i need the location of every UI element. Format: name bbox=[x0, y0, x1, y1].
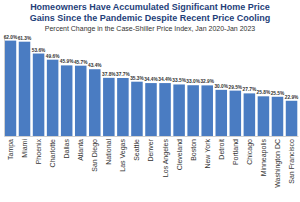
x-tick-label: Charlotte bbox=[49, 139, 56, 168]
x-tick-label: Cleveland bbox=[176, 139, 183, 170]
bar bbox=[201, 85, 213, 136]
data-label: 25.5% bbox=[271, 91, 285, 96]
data-label: 33.5% bbox=[172, 78, 186, 83]
x-tick-label: Las Vegas bbox=[119, 139, 127, 172]
data-label: 22.9% bbox=[285, 95, 299, 100]
data-label: 43.4% bbox=[88, 63, 102, 68]
x-tick: Denver bbox=[147, 136, 154, 162]
x-tick-label: Los Angeles bbox=[162, 139, 170, 178]
x-tick: Seattle bbox=[133, 136, 140, 161]
x-tick-label: Detroit bbox=[218, 139, 225, 160]
x-tick: Atlanta bbox=[77, 136, 84, 161]
bar bbox=[159, 83, 171, 136]
x-tick: New York bbox=[204, 136, 211, 169]
x-axis-line bbox=[5, 136, 299, 137]
chart: Homeowners Have Accumulated Significant … bbox=[0, 0, 300, 202]
bar bbox=[258, 96, 270, 136]
x-tick-label: Minneapolis bbox=[260, 139, 268, 177]
x-tick-label: Phoenix bbox=[35, 139, 42, 165]
x-tick-label: Washington DC bbox=[274, 139, 282, 188]
bar bbox=[244, 93, 256, 136]
title: Homeowners Have Accumulated Significant … bbox=[30, 2, 270, 12]
data-label: 29.5% bbox=[229, 85, 243, 90]
bar bbox=[75, 66, 87, 136]
x-tick: Chicago bbox=[246, 136, 254, 165]
x-tick-label: Denver bbox=[147, 138, 154, 161]
x-tick-label: Portland bbox=[232, 139, 239, 165]
data-label: 45.9% bbox=[60, 59, 74, 64]
x-tick-label: San Francisco bbox=[288, 139, 295, 184]
x-axis: Tampa Miami Phoenix Charlotte Dallas Atlanta S… bbox=[5, 136, 299, 188]
x-tick-label: Tampa bbox=[7, 139, 15, 160]
bar bbox=[173, 84, 185, 136]
bar bbox=[230, 91, 242, 136]
x-tick: Tampa bbox=[7, 136, 15, 160]
x-tick: Detroit bbox=[218, 136, 225, 160]
x-tick-label: San Diego bbox=[91, 139, 99, 172]
x-tick: Cleveland bbox=[176, 136, 183, 170]
bar bbox=[272, 97, 284, 136]
data-label: 27.7% bbox=[243, 87, 257, 92]
x-tick: Las Vegas bbox=[119, 136, 127, 172]
bar bbox=[89, 69, 101, 136]
data-label: 61.3% bbox=[18, 36, 32, 41]
bar bbox=[187, 85, 199, 136]
data-label: 25.8% bbox=[257, 90, 271, 95]
data-label: 34.4% bbox=[158, 77, 172, 82]
data-label: 45.7% bbox=[74, 60, 88, 65]
bar bbox=[33, 54, 45, 136]
data-label: 49.6% bbox=[46, 54, 60, 59]
bar bbox=[5, 41, 17, 136]
data-label: 37.8% bbox=[102, 72, 116, 77]
title: Gains Since the Pandemic Despite Recent … bbox=[30, 13, 271, 23]
data-label: 35.3% bbox=[130, 76, 144, 81]
y-axis bbox=[4, 37, 5, 137]
x-tick: Miami bbox=[21, 136, 28, 158]
data-label: 33.0% bbox=[186, 79, 200, 84]
x-tick: National bbox=[105, 136, 112, 165]
x-tick: Dallas bbox=[63, 136, 70, 158]
data-labels: 62.0%61.3% 53.6%49.6%45.9%45.7%43.4%37.8%… bbox=[4, 35, 299, 100]
x-tick-label: National bbox=[105, 139, 112, 165]
bar bbox=[286, 101, 298, 136]
x-tick-label: Chicago bbox=[246, 139, 254, 165]
data-label: 32.9% bbox=[200, 79, 214, 84]
x-tick: Portland bbox=[232, 136, 239, 165]
x-tick: Boston bbox=[190, 136, 197, 161]
bar bbox=[103, 78, 115, 136]
x-tick-label: Dallas bbox=[63, 139, 70, 159]
bar bbox=[131, 82, 143, 136]
y-axis-line bbox=[4, 37, 5, 137]
data-label: 30.0% bbox=[214, 84, 228, 89]
x-tick: San Diego bbox=[91, 136, 99, 172]
bar bbox=[47, 60, 59, 136]
x-tick: Charlotte bbox=[49, 136, 56, 167]
data-label: 37.7% bbox=[116, 72, 130, 77]
x-tick: San Francisco bbox=[288, 136, 295, 184]
x-tick: Phoenix bbox=[35, 136, 42, 164]
bars bbox=[5, 41, 298, 136]
x-tick-label: Miami bbox=[21, 139, 28, 158]
x-tick-label: Atlanta bbox=[77, 139, 84, 161]
x-tick: Washington DC bbox=[274, 136, 282, 188]
subtitle: Percent Change in the Case-Shiller Price… bbox=[45, 25, 256, 33]
bar bbox=[145, 83, 157, 136]
x-tick: Los Angeles bbox=[162, 136, 170, 177]
bar bbox=[216, 90, 228, 136]
x-tick-label: Seattle bbox=[133, 139, 140, 161]
data-label: 53.6% bbox=[32, 48, 46, 53]
x-tick: Minneapolis bbox=[260, 136, 268, 176]
x-tick-label: Boston bbox=[190, 139, 197, 161]
data-label: 34.4% bbox=[144, 77, 158, 82]
plot: Tampa Miami Phoenix Charlotte Dallas Atlanta S… bbox=[4, 35, 299, 188]
bar bbox=[19, 42, 31, 136]
x-tick-label: New York bbox=[204, 139, 211, 169]
bar bbox=[117, 78, 129, 136]
bar bbox=[61, 65, 73, 136]
data-label: 62.0% bbox=[4, 35, 18, 40]
